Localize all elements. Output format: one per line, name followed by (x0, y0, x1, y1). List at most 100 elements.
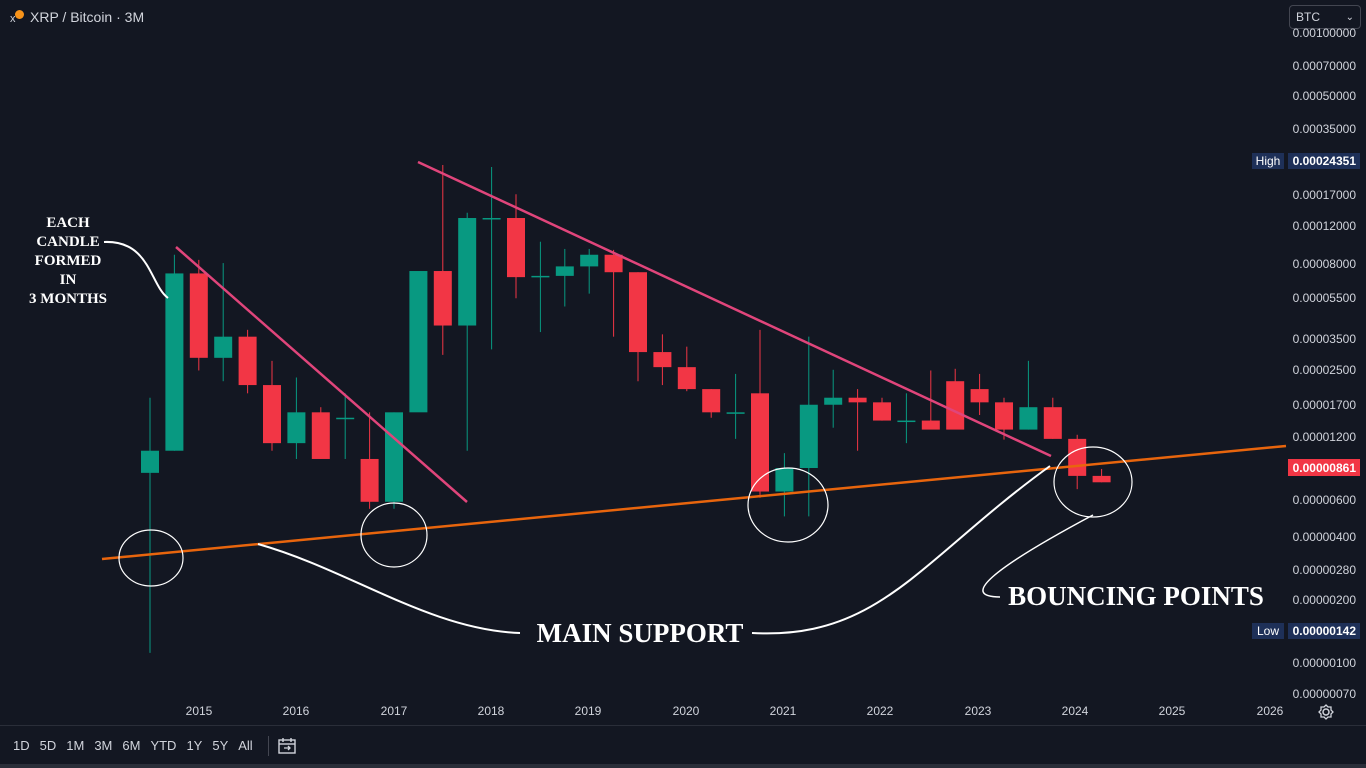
main-support-label: MAIN SUPPORT (537, 618, 744, 648)
candle-body (482, 218, 501, 220)
price-axis-label: 0.00017000 (1293, 188, 1357, 202)
price-axis-label: 0.00000200 (1293, 593, 1357, 607)
price-chart[interactable]: EACH CANDLE FORMED IN 3 MONTHS MAIN SUPP… (0, 0, 1366, 725)
time-axis-label: 2026 (1257, 704, 1284, 718)
time-axis-label: 2018 (478, 704, 505, 718)
candle-body (580, 254, 599, 267)
candle-body (873, 402, 891, 421)
candle-body (507, 218, 525, 278)
time-axis-label: 2020 (673, 704, 700, 718)
candle-body (287, 412, 306, 444)
range-5y-button[interactable]: 5Y (212, 737, 229, 753)
price-axis-label: 0.00035000 (1293, 122, 1357, 136)
price-axis-label: 0.00050000 (1293, 89, 1357, 103)
range-6m-button[interactable]: 6M (122, 737, 141, 753)
bottom-strip (0, 764, 1366, 768)
candle-body (775, 468, 794, 492)
candle-note-line-3: FORMED (35, 253, 102, 269)
price-axis-label: 0.00000600 (1293, 493, 1357, 507)
candle-body (214, 336, 233, 358)
time-axis-label: 2025 (1159, 704, 1186, 718)
price-axis-label-partial: 0.00100000 (1293, 26, 1357, 40)
candle-body (970, 389, 989, 403)
candle-body (726, 412, 745, 414)
candle-note-pointer (103, 240, 169, 299)
currency-select[interactable]: BTC ⌄ (1289, 5, 1361, 29)
candle-body (1019, 407, 1038, 430)
price-axis-label: 0.00070000 (1293, 59, 1357, 73)
price-axis-label: 0.00012000 (1293, 219, 1357, 233)
range-5d-button[interactable]: 5D (39, 737, 57, 753)
candle-body (311, 412, 330, 459)
candle-body (995, 402, 1013, 430)
candle-body (1043, 407, 1062, 439)
low-tag-label: Low (1257, 624, 1279, 638)
high-tag-value: 0.00024351 (1293, 154, 1357, 168)
candle-body (653, 352, 672, 368)
time-axis-label: 2022 (867, 704, 894, 718)
candle-body (555, 266, 574, 276)
candle-note: EACH CANDLE FORMED IN 3 MONTHS (29, 215, 107, 307)
time-axis-label: 2017 (381, 704, 408, 718)
range-3m-button[interactable]: 3M (94, 737, 113, 753)
candle-note-line-1: EACH (46, 215, 90, 231)
candle-body (921, 420, 940, 430)
bouncing-points-label: BOUNCING POINTS (1008, 581, 1264, 611)
candle-body (360, 458, 379, 502)
candle-body (848, 397, 867, 403)
current-price-value: 0.00000861 (1293, 461, 1357, 475)
currency-select-value: BTC (1296, 10, 1320, 24)
main-support-pointer-right (751, 465, 1051, 635)
date-range-calendar-icon[interactable] (277, 736, 297, 756)
price-axis-label: 0.00000280 (1293, 563, 1357, 577)
candle-body (165, 273, 184, 451)
range-1d-button[interactable]: 1D (13, 737, 30, 753)
price-axis-label: 0.00003500 (1293, 332, 1357, 346)
candle-body (751, 393, 769, 492)
candle-note-line-2: CANDLE (36, 234, 99, 250)
candle-body (1068, 438, 1087, 476)
price-axis-label: 0.00000070 (1293, 687, 1357, 701)
candle-note-line-4: IN (60, 272, 77, 288)
low-tag-value: 0.00000142 (1293, 624, 1357, 638)
candle-body (189, 273, 208, 358)
main-support-pointer-left (257, 543, 521, 634)
price-axis-label: 0.00000400 (1293, 530, 1357, 544)
symbol-title[interactable]: x XRP / Bitcoin · 3M (10, 7, 144, 27)
range-1y-button[interactable]: 1Y (186, 737, 203, 753)
candle-body (1092, 475, 1111, 483)
price-axis[interactable]: 0.00100000 0.00070000 0.00050000 0.00035000… (1293, 26, 1357, 701)
candle-body (141, 450, 159, 473)
candle-body (409, 271, 428, 413)
candle-body (897, 420, 916, 423)
candle-body (385, 412, 403, 502)
symbol-title-text: XRP / Bitcoin · 3M (30, 9, 145, 25)
candle-body (458, 218, 477, 326)
downtrend-line-2 (417, 160, 1052, 458)
range-1m-button[interactable]: 1M (66, 737, 85, 753)
bouncing-points-pointer (982, 514, 1094, 598)
time-axis-label: 2024 (1062, 704, 1089, 718)
candle-body (629, 272, 647, 353)
candle-note-line-5: 3 MONTHS (29, 291, 107, 307)
price-axis-label: 0.00001700 (1293, 398, 1357, 412)
candle-body (677, 367, 696, 390)
time-axis-label: 2015 (186, 704, 213, 718)
xrp-btc-logo-icon: x (10, 9, 26, 25)
time-axis[interactable]: 2015 2016 2017 2018 2019 2020 2021 2022 2023 2024… (186, 704, 1284, 718)
current-price-tag: 0.00000861 (1288, 459, 1360, 476)
bounce-circle-1 (118, 529, 184, 587)
chevron-down-icon: ⌄ (1345, 11, 1354, 23)
range-all-button[interactable]: All (238, 737, 253, 753)
downtrend-line-1 (175, 246, 468, 503)
settings-gear-icon[interactable] (1316, 702, 1336, 722)
candle-body (824, 397, 843, 405)
candle-body (531, 275, 550, 278)
price-axis-label: 0.00008000 (1293, 257, 1357, 271)
time-axis-label: 2023 (965, 704, 992, 718)
range-ytd-button[interactable]: YTD (150, 737, 177, 753)
bounce-circle-4 (1053, 446, 1133, 518)
time-axis-label: 2016 (283, 704, 310, 718)
candle-body (336, 417, 355, 420)
bounce-circle-3 (747, 467, 829, 543)
